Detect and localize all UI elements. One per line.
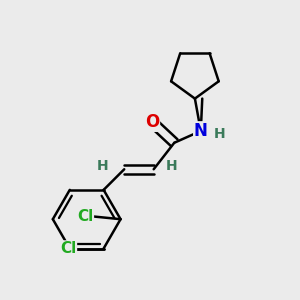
- Text: H: H: [214, 127, 226, 141]
- Text: H: H: [166, 159, 177, 173]
- Text: H: H: [96, 159, 108, 173]
- Text: N: N: [194, 122, 208, 140]
- Text: Cl: Cl: [60, 241, 76, 256]
- Text: O: O: [145, 113, 159, 131]
- Text: Cl: Cl: [77, 209, 93, 224]
